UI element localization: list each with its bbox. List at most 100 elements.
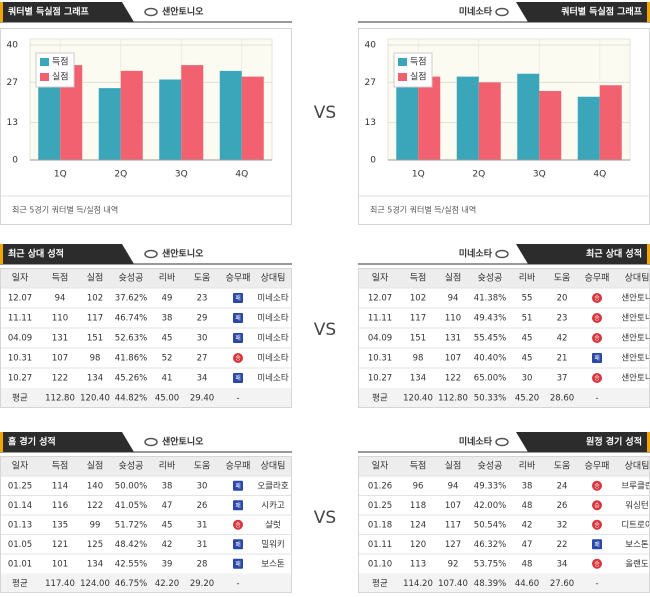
column-header: 슛성공 [119,461,144,472]
table-cell: 48 [522,559,533,569]
table-cell: 37 [557,374,568,384]
average-row-bg [0,388,292,408]
average-cell: 107.40 [438,579,468,589]
table-cell: 보스톤 [261,559,285,569]
table-cell: 135 [52,520,68,530]
column-header: 득점 [52,460,69,472]
x-tick-label: 1Q [54,170,67,180]
table-cell: 40.40% [474,354,506,364]
table-cell: 밀워키 [261,539,284,550]
table-cell: 117 [445,520,461,530]
table-cell: 30 [197,334,208,344]
average-cell: 46.75% [115,579,147,589]
average-cell: 120.40 [403,394,433,404]
table-cell: 52.63% [115,334,147,344]
bar [478,82,501,160]
table-cell: 20 [557,294,568,304]
column-header: 상대팀 [625,460,650,472]
table-cell: 01.05 [8,540,32,550]
result-label: 승 [594,561,600,568]
table-cell: 107 [445,354,461,364]
table-cell: 102 [410,294,426,304]
header-accent [0,2,3,22]
bar [241,76,264,160]
column-header: 도움 [554,461,571,472]
average-cell: 45.00 [155,394,179,404]
table-head-bg [358,456,650,476]
table-cell: 워싱턴 [625,500,648,511]
result-icon [233,333,243,343]
bar [159,79,182,160]
average-cell: 45.20 [515,394,539,404]
bar [120,70,143,160]
table-cell: 121 [52,540,68,550]
result-icon [233,373,243,383]
table-cell: 30 [522,374,533,384]
table-cell: 04.09 [368,334,392,344]
table-cell: 미네소타 [257,334,288,344]
table-cell: 151 [87,334,103,344]
table-cell: 134 [410,374,426,384]
table-cell: 오클라호 [257,481,288,491]
result-icon [592,558,602,569]
legend-swatch [40,58,49,66]
result-label: 승 [594,375,600,382]
legend-label: 득점 [410,56,427,68]
table-cell: 65.00% [474,374,506,384]
header-title: 원정 경기 성적 [586,436,642,448]
bar [539,91,562,160]
table-cell: 26 [557,501,568,511]
average-row-bg [358,573,650,593]
result-label: 패 [235,314,241,322]
header-tab [516,244,650,264]
bar [418,76,441,160]
column-header: 리바 [159,461,176,472]
column-header: 득점 [410,272,427,284]
table-cell: 117 [410,314,426,324]
table-cell: 140 [87,481,103,491]
table-cell: 131 [52,334,68,344]
table-cell: 올랜도 [625,558,649,569]
bar [577,96,600,160]
table-cell: 30 [197,481,208,491]
y-tick-label: 27 [365,78,376,88]
table-cell: 샌안토니 [621,333,650,344]
table-cell: 11.11 [8,314,32,324]
column-header: 승무패 [226,273,251,284]
table-cell: 01.01 [8,559,32,569]
table-cell: 11.11 [368,314,392,324]
table-cell: 52 [162,354,173,364]
y-tick-label: 0 [370,156,376,166]
table-cell: 39 [162,559,173,569]
legend-swatch [398,73,407,81]
average-cell: 114.20 [403,579,433,589]
table-cell: 51.72% [115,520,147,530]
table-cell: 42 [522,520,533,530]
column-header: 리바 [519,461,536,472]
header-title: 쿼터별 득실점 그래프 [8,6,90,18]
table-cell: 디트로이 [621,519,650,530]
table-cell: 01.13 [8,520,32,530]
result-label: 패 [594,354,600,362]
result-label: 승 [594,315,600,322]
table-cell: 23 [557,314,568,324]
table-cell: 01.18 [368,520,392,530]
table-cell: 51 [522,314,533,324]
result-icon [233,313,243,323]
average-cell: 29.20 [190,579,214,589]
table-cell: 125 [87,540,103,550]
table-cell: 55 [522,294,533,304]
legend-box [35,52,75,88]
average-cell: 평균 [372,578,388,589]
table-cell: 47 [522,540,533,550]
table-cell: 31 [197,520,208,530]
column-header: 일자 [12,461,29,472]
header-accent [647,432,650,452]
table-cell: 49.43% [474,314,506,324]
column-header: 상대팀 [625,272,650,284]
chart-note: 최근 5경기 쿼터별 득/실점 내역 [12,205,118,215]
table-cell: 122 [52,374,68,384]
team-logo [144,7,158,17]
header-tab [0,244,134,264]
